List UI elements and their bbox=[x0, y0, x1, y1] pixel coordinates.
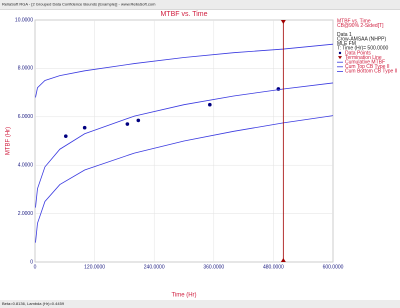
legend-label: Cum Bottom CB Type II bbox=[345, 69, 397, 75]
legend-header: MLE FM bbox=[337, 41, 356, 47]
x-tick-label: 600.0000 bbox=[323, 264, 344, 270]
curve bbox=[35, 82, 334, 208]
legend-label: Data Points bbox=[345, 50, 371, 56]
y-tick-label: 6.0000 bbox=[18, 114, 34, 120]
data-point bbox=[82, 125, 87, 130]
legend-header: Crow-AMSAA (NHPP) bbox=[337, 37, 387, 43]
title-bar bbox=[0, 0, 400, 9]
chart-title: MTBF vs. Time bbox=[160, 11, 207, 18]
y-tick-label: 2.0000 bbox=[18, 211, 34, 217]
data-point bbox=[125, 122, 130, 126]
y-tick-label: 4.0000 bbox=[18, 163, 34, 169]
x-tick-label: 240.0000 bbox=[144, 264, 165, 270]
legend-header: MTBF vs. Time bbox=[337, 18, 371, 24]
legend-label: Cum Top CB Type II bbox=[345, 64, 390, 70]
status-text: Beta=0.8136, Lambda (Hr)=0.4459 bbox=[2, 301, 65, 306]
data-point bbox=[208, 102, 212, 107]
x-tick-label: 0 bbox=[34, 264, 37, 270]
y-axis-label: MTBF (Hr) bbox=[6, 127, 12, 155]
x-tick-label: 120.0000 bbox=[84, 264, 105, 270]
legend-header: T: Time (Hr)= 500.0000 bbox=[337, 46, 388, 52]
x-axis-label: Time (Hr) bbox=[171, 293, 196, 299]
y-tick-label: 0 bbox=[30, 259, 33, 265]
legend-swatch bbox=[338, 51, 342, 55]
x-tick-label: 480.0000 bbox=[263, 264, 284, 270]
data-point bbox=[63, 134, 68, 138]
legend-header: Data 1 bbox=[337, 32, 352, 38]
legend-header: CB@90% 2-Sided[T] bbox=[337, 23, 384, 29]
legend-label: Cumulative MTBF bbox=[345, 60, 385, 66]
curve bbox=[35, 115, 334, 243]
legend-swatch bbox=[338, 56, 342, 60]
status-bar bbox=[0, 300, 400, 308]
curve bbox=[35, 43, 334, 98]
y-tick-label: 10.0000 bbox=[15, 17, 33, 23]
window-title: ReliaSoft RGA - [2 Grouped Data Confiden… bbox=[2, 2, 156, 7]
termination-marker bbox=[280, 20, 286, 24]
x-tick-label: 360.0000 bbox=[203, 264, 224, 270]
termination-marker bbox=[280, 258, 286, 262]
data-point bbox=[136, 118, 141, 123]
y-tick-label: 8.0000 bbox=[18, 66, 34, 72]
plot: 0 2.0000 4.0000 6.0000 8.0000 10.0000 0 120.000… bbox=[15, 17, 344, 270]
legend-label: Termination Line bbox=[345, 55, 382, 61]
